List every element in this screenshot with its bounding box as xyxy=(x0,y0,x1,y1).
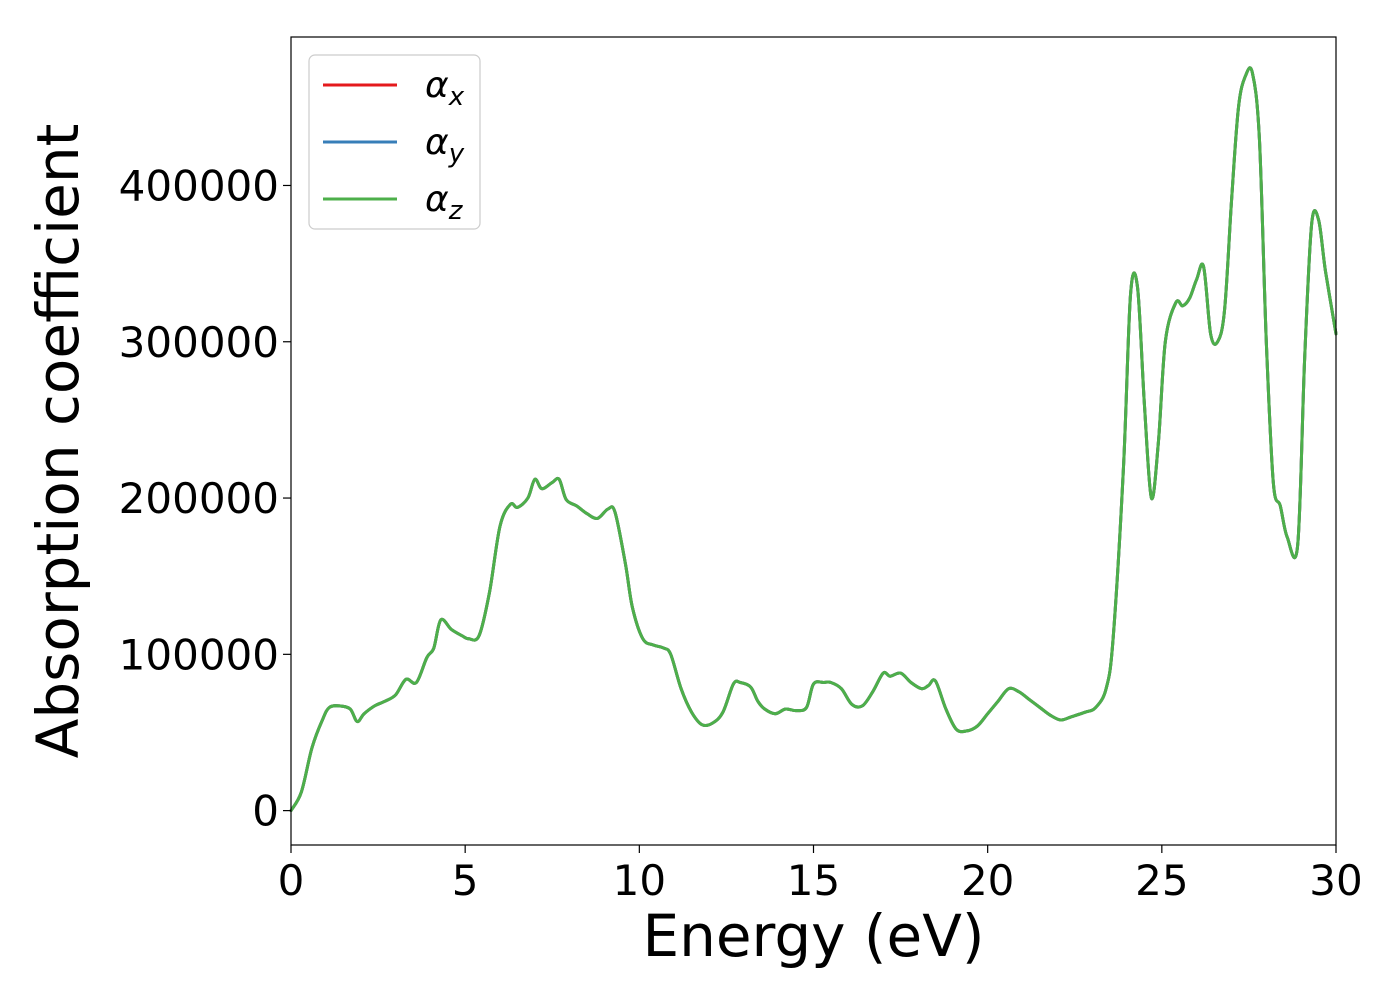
y-tick-label: 200000 xyxy=(119,474,279,523)
legend-label-y: αy xyxy=(425,122,465,169)
x-tick-label: 30 xyxy=(1309,856,1362,905)
x-tick-label: 0 xyxy=(278,856,305,905)
legend-label-z: αz xyxy=(425,179,464,226)
series-layer xyxy=(289,66,1338,813)
y-axis-title: Absorption coefficient xyxy=(24,124,92,759)
x-tick-label: 20 xyxy=(961,856,1014,905)
y-tick-label: 300000 xyxy=(119,318,279,367)
x-tick-label: 10 xyxy=(613,856,666,905)
y-tick-label: 400000 xyxy=(119,161,279,210)
series-line-z xyxy=(289,66,1338,813)
x-axis: 0 5 10 15 20 25 30 xyxy=(278,845,1363,905)
y-tick-label: 0 xyxy=(252,787,279,836)
y-tick-label: 100000 xyxy=(119,630,279,679)
x-axis-title: Energy (eV) xyxy=(642,902,984,970)
legend: αx αy αz xyxy=(308,54,481,230)
x-tick-label: 5 xyxy=(452,856,479,905)
x-tick-label: 25 xyxy=(1135,856,1188,905)
y-axis: 0 100000 200000 300000 400000 xyxy=(119,161,291,836)
x-tick-label: 15 xyxy=(787,856,840,905)
legend-label-x: αx xyxy=(425,65,465,112)
